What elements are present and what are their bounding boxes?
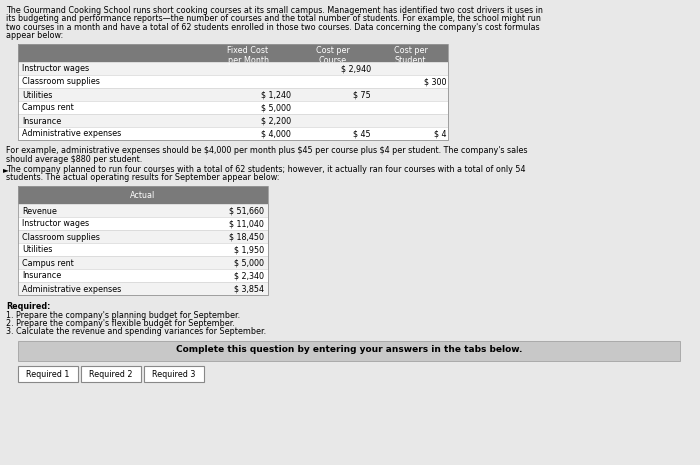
Text: Cost per
Student: Cost per Student	[393, 46, 428, 66]
Text: $ 5,000: $ 5,000	[261, 104, 291, 113]
Text: $ 2,940: $ 2,940	[341, 65, 371, 73]
Bar	[18, 366, 78, 382]
Text: $ 75: $ 75	[354, 91, 371, 100]
Text: 3. Calculate the revenue and spending variances for September.: 3. Calculate the revenue and spending va…	[6, 327, 266, 337]
Bar	[18, 204, 268, 217]
Text: Administrative expenses: Administrative expenses	[22, 285, 121, 293]
Text: ►: ►	[3, 165, 9, 174]
Bar	[18, 114, 448, 127]
Text: Instructor wages: Instructor wages	[22, 65, 89, 73]
Text: $ 1,950: $ 1,950	[234, 246, 264, 254]
Text: $ 5,000: $ 5,000	[234, 259, 264, 267]
Bar	[18, 101, 448, 114]
Bar	[18, 269, 268, 282]
Text: $ 1,240: $ 1,240	[261, 91, 291, 100]
Text: Utilities: Utilities	[22, 91, 52, 100]
Text: $ 300: $ 300	[424, 78, 446, 86]
Text: Required 3: Required 3	[153, 370, 196, 379]
Text: $ 4: $ 4	[433, 129, 446, 139]
Bar	[18, 75, 448, 88]
Text: Required 2: Required 2	[90, 370, 133, 379]
Bar	[18, 186, 268, 295]
Text: Utilities: Utilities	[22, 246, 52, 254]
Bar	[18, 243, 268, 256]
Text: For example, administrative expenses should be $4,000 per month plus $45 per cou: For example, administrative expenses sho…	[6, 146, 528, 155]
Text: Insurance: Insurance	[22, 117, 62, 126]
Text: Classroom supplies: Classroom supplies	[22, 232, 100, 241]
Text: two courses in a month and have a total of 62 students enrolled in those two cou: two courses in a month and have a total …	[6, 23, 540, 32]
Text: Campus rent: Campus rent	[22, 259, 74, 267]
Text: $ 2,200: $ 2,200	[261, 117, 291, 126]
Bar	[18, 256, 268, 269]
Bar	[18, 127, 448, 140]
Bar	[18, 217, 268, 230]
Bar	[18, 204, 268, 295]
Text: Cost per
Course: Cost per Course	[316, 46, 350, 66]
Text: Fixed Cost
per Month: Fixed Cost per Month	[228, 46, 269, 66]
Text: $ 3,854: $ 3,854	[234, 285, 264, 293]
Text: $ 45: $ 45	[354, 129, 371, 139]
Text: The Gourmand Cooking School runs short cooking courses at its small campus. Mana: The Gourmand Cooking School runs short c…	[6, 6, 543, 15]
Bar	[18, 341, 680, 361]
Text: 2. Prepare the company's flexible budget for September.: 2. Prepare the company's flexible budget…	[6, 319, 235, 328]
Text: Instructor wages: Instructor wages	[22, 219, 89, 228]
Text: Campus rent: Campus rent	[22, 104, 74, 113]
Text: $ 2,340: $ 2,340	[234, 272, 264, 280]
Bar	[18, 62, 448, 75]
Text: $ 51,660: $ 51,660	[229, 206, 264, 215]
Text: Classroom supplies: Classroom supplies	[22, 78, 100, 86]
Bar	[18, 44, 448, 140]
Bar	[18, 44, 448, 62]
Text: Insurance: Insurance	[22, 272, 62, 280]
Bar	[144, 366, 204, 382]
Bar	[18, 282, 268, 295]
Text: 1. Prepare the company's planning budget for September.: 1. Prepare the company's planning budget…	[6, 311, 240, 319]
Text: Complete this question by entering your answers in the tabs below.: Complete this question by entering your …	[176, 345, 522, 354]
Text: should average $880 per student.: should average $880 per student.	[6, 154, 142, 164]
Text: Required:: Required:	[6, 302, 50, 311]
Bar	[18, 88, 448, 101]
Bar	[18, 230, 268, 243]
Text: appear below:: appear below:	[6, 32, 63, 40]
Text: its budgeting and performance reports—the number of courses and the total number: its budgeting and performance reports—th…	[6, 14, 541, 24]
Text: The company planned to run four courses with a total of 62 students; however, it: The company planned to run four courses …	[6, 165, 526, 174]
Text: students. The actual operating results for September appear below:: students. The actual operating results f…	[6, 173, 279, 182]
Bar	[18, 62, 448, 140]
Text: Administrative expenses: Administrative expenses	[22, 129, 121, 139]
Text: $ 11,040: $ 11,040	[229, 219, 264, 228]
Bar	[81, 366, 141, 382]
Text: $ 4,000: $ 4,000	[261, 129, 291, 139]
Text: Actual: Actual	[130, 191, 155, 200]
Bar	[18, 186, 268, 204]
Text: $ 18,450: $ 18,450	[229, 232, 264, 241]
Text: Required 1: Required 1	[27, 370, 70, 379]
Text: Revenue: Revenue	[22, 206, 57, 215]
